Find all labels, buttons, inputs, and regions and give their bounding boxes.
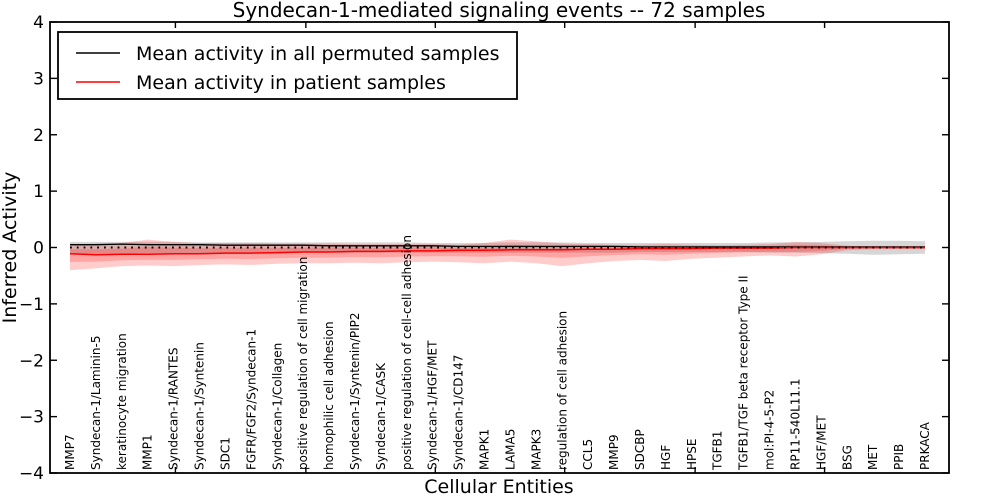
patient-mean-line: [69, 246, 925, 256]
x-category-label: LAMA5: [504, 429, 518, 470]
x-category-label: positive regulation of cell migration: [296, 257, 310, 470]
permuted-mean-line: [70, 243, 925, 248]
x-category-label: MAPK1: [478, 429, 492, 470]
legend-box: [57, 31, 518, 100]
permuted-range-band: [70, 240, 925, 255]
x-category-label: regulation of cell adhesion: [555, 311, 569, 470]
x-category-label: Syndecan-1/CD147: [452, 355, 466, 470]
y-tick-label: −1: [19, 295, 44, 315]
x-category-label: Syndecan-1/CASK: [374, 362, 388, 470]
x-category-label: positive regulation of cell-cell adhesio…: [400, 235, 414, 470]
x-category-label: keratinocyte migration: [115, 333, 129, 470]
x-category-label: Syndecan-1/Laminin-5: [89, 336, 103, 470]
x-category-label: Syndecan-1/Syntenin: [193, 342, 207, 470]
axes-layer: −4 −3 −2 −1 0 1 2 3 4: [19, 13, 950, 484]
x-category-label: MMP7: [63, 434, 77, 470]
y-tick-label: −2: [19, 351, 44, 371]
x-category-label: MET: [866, 444, 880, 470]
y-tick-label: 3: [33, 69, 44, 89]
legend: Mean activity in all permuted samples Me…: [57, 31, 518, 100]
x-category-label: PRKACA: [918, 421, 932, 470]
x-category-label: RP11-540L11.1: [789, 379, 803, 470]
legend-label-permuted: Mean activity in all permuted samples: [136, 43, 499, 65]
y-tick-label: 0: [33, 239, 44, 259]
x-category-label: PPIB: [892, 444, 906, 470]
chart-title: Syndecan-1-mediated signaling events -- …: [233, 0, 766, 22]
y-tick-label: 4: [33, 13, 44, 33]
x-category-label: Syndecan-1/HGF/MET: [426, 340, 440, 470]
patient-range-band: [70, 244, 925, 262]
x-category-label: Syndecan-1/Syntenin/PIP2: [348, 312, 362, 470]
x-category-label: MMP1: [141, 434, 155, 470]
x-category-label: HGF/MET: [814, 415, 828, 470]
x-category-label: HGF: [659, 445, 673, 470]
y-tick-label: −3: [19, 408, 44, 428]
line-layer: [69, 243, 925, 256]
x-category-label: FGFR/FGF2/Syndecan-1: [244, 329, 258, 470]
legend-label-patient: Mean activity in patient samples: [136, 72, 446, 94]
x-category-label: MAPK3: [529, 429, 543, 470]
x-category-label: TGFB1: [711, 431, 725, 471]
x-category-label: MMP9: [607, 434, 621, 470]
y-tick-label: 1: [33, 182, 44, 202]
x-axis-label: Cellular Entities: [424, 476, 573, 498]
x-category-label: homophilic cell adhesion: [322, 321, 336, 470]
x-category-label: Syndecan-1/Collagen: [270, 343, 284, 470]
x-category-label: TGFB1/TGF beta receptor Type II: [737, 275, 751, 471]
x-category-label: SDCBP: [633, 429, 647, 470]
x-category-label: mol:PI-4-5-P2: [763, 390, 777, 470]
x-category-label: CCL5: [581, 439, 595, 470]
y-axis-label: Inferred Activity: [0, 172, 21, 324]
x-category-label: HPSE: [685, 439, 699, 470]
x-category-label: BSG: [840, 445, 854, 470]
x-category-label: Syndecan-1/RANTES: [167, 348, 181, 470]
y-tick-label: 2: [33, 126, 44, 146]
x-category-label: SDC1: [219, 437, 233, 470]
x-category-labels: MMP7 Syndecan-1/Laminin-5 keratinocyte mig…: [63, 235, 932, 471]
y-tick-label: −4: [19, 464, 44, 484]
